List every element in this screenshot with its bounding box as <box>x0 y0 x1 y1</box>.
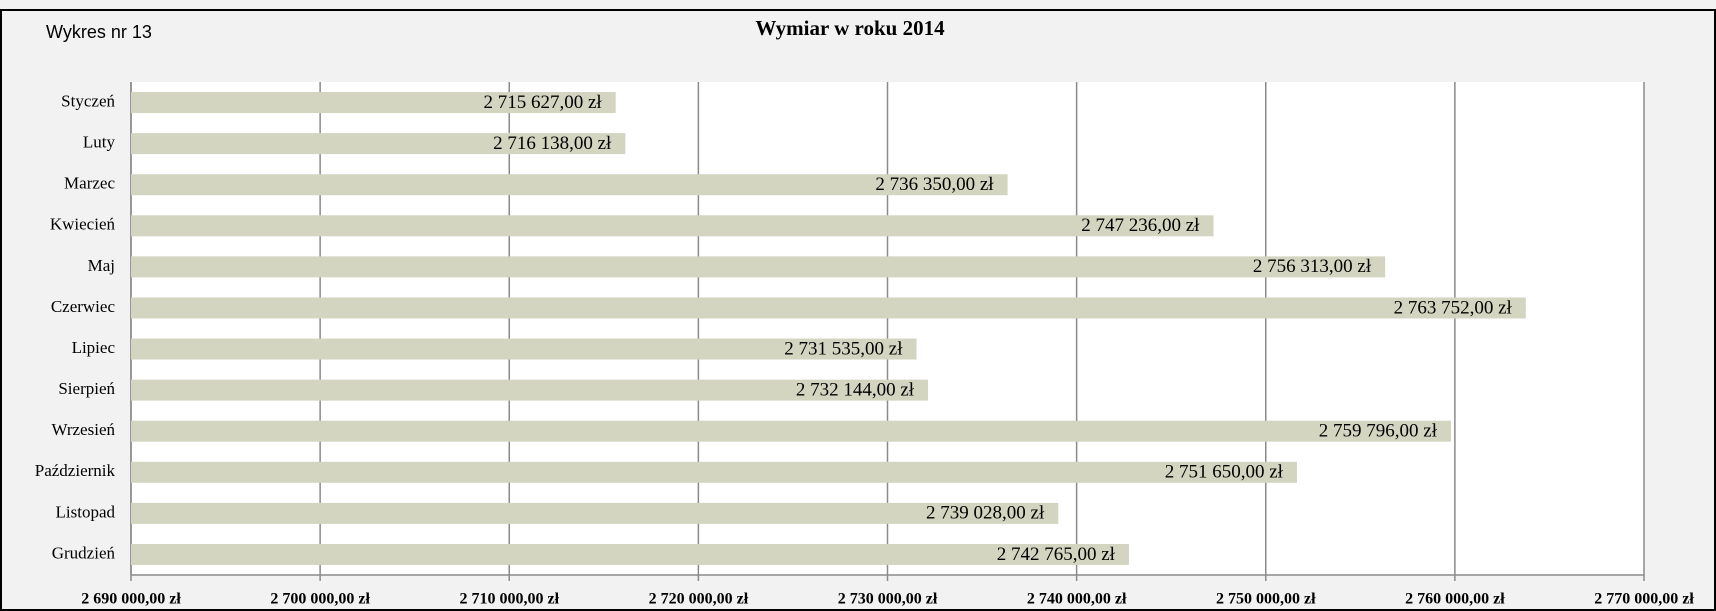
data-label: 2 731 535,00 zł <box>784 338 903 359</box>
bar <box>131 338 917 360</box>
data-label: 2 756 313,00 zł <box>1253 256 1372 277</box>
y-tick-label: Marzec <box>64 174 115 193</box>
y-tick-label: Wrzesień <box>51 420 115 439</box>
bar <box>131 420 1452 442</box>
y-tick-label: Maj <box>88 256 115 275</box>
bar <box>131 543 1129 565</box>
data-label: 2 759 796,00 zł <box>1319 421 1438 442</box>
y-tick-label: Grudzień <box>52 543 116 562</box>
y-tick-label: Listopad <box>56 502 116 521</box>
data-label: 2 742 765,00 zł <box>997 544 1116 565</box>
y-tick-label: Lipiec <box>72 338 116 357</box>
x-tick-label: 2 710 000,00 zł <box>459 591 559 608</box>
data-label: 2 716 138,00 zł <box>493 133 612 154</box>
x-tick-label: 2 750 000,00 zł <box>1216 591 1316 608</box>
data-label: 2 763 752,00 zł <box>1394 297 1513 318</box>
x-tick-label: 2 740 000,00 zł <box>1027 591 1127 608</box>
chart-label: Wykres nr 13 <box>46 22 152 42</box>
x-tick-label: 2 760 000,00 zł <box>1405 591 1505 608</box>
bar <box>131 379 929 401</box>
x-tick-label: 2 730 000,00 zł <box>838 591 938 608</box>
y-tick-label: Październik <box>35 461 116 480</box>
bar <box>131 256 1386 278</box>
x-tick-label: 2 720 000,00 zł <box>649 591 749 608</box>
x-tick-label: 2 690 000,00 zł <box>81 591 181 608</box>
x-tick-label: 2 770 000,00 zł <box>1594 591 1694 608</box>
chart-title: Wymiar w roku 2014 <box>755 16 945 40</box>
y-tick-label: Sierpień <box>58 379 115 398</box>
y-tick-label: Kwiecień <box>50 215 116 234</box>
bar <box>131 502 1059 524</box>
y-tick-label: Luty <box>83 133 116 152</box>
bar <box>131 174 1008 196</box>
bar <box>131 297 1526 319</box>
data-label: 2 736 350,00 zł <box>875 174 994 195</box>
data-label: 2 747 236,00 zł <box>1081 215 1200 236</box>
bar <box>131 215 1214 237</box>
bar <box>131 92 616 114</box>
bar <box>131 133 626 155</box>
x-tick-label: 2 700 000,00 zł <box>270 591 370 608</box>
data-label: 2 732 144,00 zł <box>796 379 915 400</box>
y-tick-label: Czerwiec <box>51 297 116 316</box>
y-tick-label: Styczeń <box>61 91 115 110</box>
bar <box>131 461 1297 483</box>
data-label: 2 751 650,00 zł <box>1165 462 1284 483</box>
data-label: 2 739 028,00 zł <box>926 503 1045 524</box>
data-label: 2 715 627,00 zł <box>483 92 602 113</box>
